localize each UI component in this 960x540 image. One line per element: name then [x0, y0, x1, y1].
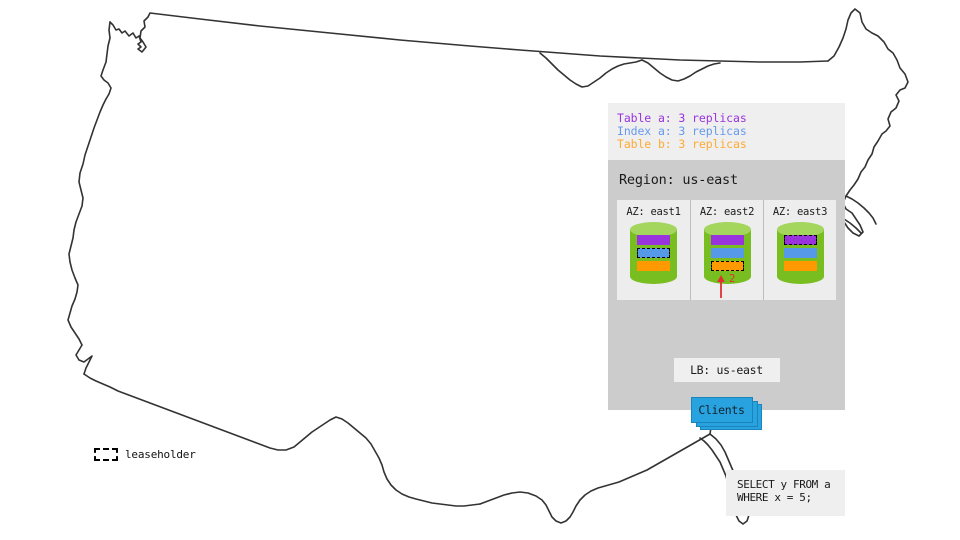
- replica-legend-row-index-a: Index a: 3 replicas: [617, 124, 747, 138]
- replica-band-table-b: [637, 261, 670, 271]
- cylinder-top: [630, 222, 677, 237]
- database-node-east3: [776, 222, 824, 284]
- clients-label: Clients: [698, 403, 745, 417]
- clients-stack: Clients: [690, 397, 763, 431]
- leaseholder-legend: leaseholder: [94, 448, 196, 461]
- replica-legend-row-table-a: Table a: 3 replicas: [617, 111, 747, 125]
- replica-bands-east2: [704, 235, 751, 271]
- az-column-east1: AZ: east1: [617, 200, 690, 300]
- az-column-east3: AZ: east3: [763, 200, 836, 300]
- replica-band-index-a: [710, 248, 744, 258]
- replica-bands-east3: [777, 235, 824, 271]
- az-label-east1: AZ: east1: [626, 206, 681, 218]
- replica-bands-east1: [630, 235, 677, 271]
- replica-legend: Table a: 3 replicas Index a: 3 replicas …: [608, 103, 845, 160]
- sql-line-1: SELECT y FROM a: [737, 478, 831, 491]
- replica-band-table-b: [710, 261, 744, 271]
- availability-zone-container: AZ: east1 AZ: east2: [617, 200, 836, 300]
- cylinder-top: [776, 222, 824, 237]
- replica-legend-row-table-b: Table b: 3 replicas: [617, 137, 747, 151]
- az-label-east3: AZ: east3: [772, 206, 828, 218]
- load-balancer-box: LB: us-east: [673, 358, 780, 382]
- replica-band-index-a: [783, 248, 817, 258]
- cylinder-top: [703, 222, 751, 237]
- request-arrow-up-icon: 2: [712, 273, 742, 298]
- az-label-east2: AZ: east2: [699, 206, 755, 218]
- database-node-east2: [703, 222, 751, 284]
- region-panel: Region: us-east AZ: east1: [608, 160, 845, 516]
- architecture-diagram: Table a: 3 replicas Index a: 3 replicas …: [608, 103, 845, 516]
- clients-card-front: Clients: [690, 397, 753, 423]
- sql-line-2: WHERE x = 5;: [737, 491, 812, 504]
- replica-band-table-b: [783, 261, 817, 271]
- arrow-hop-count: 2: [729, 273, 736, 285]
- load-balancer-label: LB: us-east: [690, 363, 763, 377]
- region-title: Region: us-east: [619, 172, 738, 188]
- az-column-east2: AZ: east2: [690, 200, 763, 300]
- replica-band-table-a: [637, 235, 670, 245]
- dashed-rectangle-icon: [94, 448, 118, 461]
- sql-query-box: SELECT y FROM a WHERE x = 5;: [726, 470, 845, 516]
- database-node-east1: [630, 222, 677, 284]
- replica-band-index-a: [637, 248, 670, 258]
- replica-band-table-a: [710, 235, 744, 245]
- leaseholder-legend-label: leaseholder: [125, 448, 196, 461]
- replica-band-table-a: [783, 235, 817, 245]
